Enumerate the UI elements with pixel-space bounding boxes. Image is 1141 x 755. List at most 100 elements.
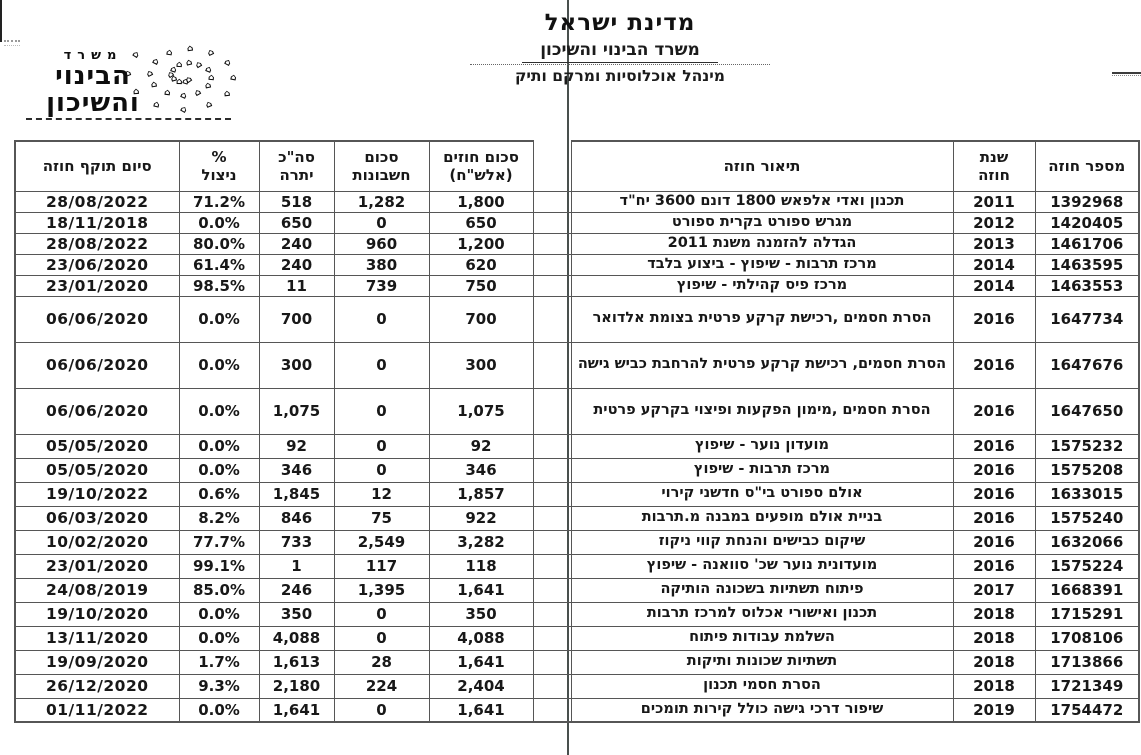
cell-amount: 620	[428, 253, 534, 276]
cell-contract-number: 1647650	[1034, 387, 1140, 435]
table-row: 1647650 2016 הסרת חסמים ,מימון הפקעות ופיצ…	[14, 387, 1140, 435]
cell-contract-number: 1575224	[1034, 553, 1140, 579]
cell-accounts: 1,282	[333, 190, 430, 213]
header-amount: סכום חוזים (אלש"ח)	[428, 140, 534, 192]
cell-amount: 4,088	[428, 625, 534, 651]
cell-end-date: 19/09/2020	[14, 649, 180, 675]
cell-amount: 650	[428, 211, 534, 234]
cell-contract-year: 2016	[952, 457, 1036, 483]
ministry-name: משרד הבינוי והשיכון	[522, 40, 718, 63]
cell-amount: 92	[428, 433, 534, 459]
table-row: 1668391 2017 פיתוח תשתיות בשכונה הותיקה 1,6…	[14, 577, 1140, 603]
cell-utilization: 0.0%	[178, 601, 260, 627]
cell-balance: 92	[258, 433, 335, 459]
cell-utilization: 0.6%	[178, 481, 260, 507]
cell-accounts: 0	[333, 295, 430, 343]
cell-balance: 350	[258, 601, 335, 627]
cell-end-date: 06/03/2020	[14, 505, 180, 531]
cell-contract-number: 1668391	[1034, 577, 1140, 603]
cell-description: הסרת חסמים ,מימון הפקעות ופיצוי בקרקע פר…	[570, 387, 954, 435]
cell-contract-year: 2018	[952, 625, 1036, 651]
cell-accounts: 0	[333, 601, 430, 627]
cell-end-date: 23/06/2020	[14, 253, 180, 276]
cell-description: מועדונית נוער שכ' סוואנה - שיפוץ	[570, 553, 954, 579]
cell-contract-number: 1647676	[1034, 341, 1140, 389]
cell-balance: 1	[258, 553, 335, 579]
cell-spacer	[533, 457, 571, 483]
cell-utilization: 0.0%	[178, 625, 260, 651]
cell-contract-year: 2019	[952, 697, 1036, 723]
cell-spacer	[533, 387, 571, 435]
cell-description: מועדון נוער - שיפוץ	[570, 433, 954, 459]
cell-contract-number: 1708106	[1034, 625, 1140, 651]
cell-end-date: 05/05/2020	[14, 457, 180, 483]
cell-utilization: 0.0%	[178, 211, 260, 234]
cell-end-date: 18/11/2018	[14, 211, 180, 234]
table-row: 1754472 2019 שיפור דרכי גישה כולל קירות תו…	[14, 697, 1140, 723]
cell-balance: 1,641	[258, 697, 335, 723]
cell-contract-number: 1715291	[1034, 601, 1140, 627]
cell-description: בניית אולם מופעים במבנה מ.תרבות	[570, 505, 954, 531]
table-row: 1461706 2013 הגדלה להזמנה משנת 2011 1,200 96…	[14, 232, 1140, 255]
logo-word-vehashikun: והשיכון	[46, 87, 140, 118]
cell-end-date: 24/08/2019	[14, 577, 180, 603]
cell-spacer	[533, 295, 571, 343]
cell-contract-year: 2018	[952, 649, 1036, 675]
cell-description: תכנון ואישורי אכלוס למרכז תרבות	[570, 601, 954, 627]
cell-spacer	[533, 577, 571, 603]
cell-accounts: 380	[333, 253, 430, 276]
cell-balance: 650	[258, 211, 335, 234]
cell-contract-year: 2016	[952, 387, 1036, 435]
house-icon: ⌂	[177, 103, 189, 116]
cell-end-date: 06/06/2020	[14, 295, 180, 343]
cell-spacer	[533, 505, 571, 531]
cell-accounts: 739	[333, 274, 430, 297]
cell-spacer	[533, 481, 571, 507]
cell-contract-year: 2012	[952, 211, 1036, 234]
table-row: 1463595 2014 מרכז תרבות - שיפוץ - ביצוע בל…	[14, 253, 1140, 276]
house-icon: ⌂	[184, 57, 194, 69]
cell-accounts: 2,549	[333, 529, 430, 555]
cell-end-date: 06/06/2020	[14, 387, 180, 435]
cell-amount: 1,857	[428, 481, 534, 507]
house-icon: ⌂	[175, 59, 183, 71]
cell-description: מרכז תרבות - שיפוץ - ביצוע בלבד	[570, 253, 954, 276]
cell-contract-year: 2014	[952, 253, 1036, 276]
cell-description: מרכז פיס קהילתי - שיפוץ	[570, 274, 954, 297]
cell-balance: 2,180	[258, 673, 335, 699]
cell-accounts: 0	[333, 625, 430, 651]
cell-accounts: 28	[333, 649, 430, 675]
cell-balance: 11	[258, 274, 335, 297]
cell-accounts: 960	[333, 232, 430, 255]
ministry-logo-text: משרד הבינוי והשיכון	[38, 48, 148, 116]
header-description: תיאור חוזה	[570, 140, 954, 192]
cell-contract-year: 2016	[952, 505, 1036, 531]
cell-description: השלמת עבודות פיתוח	[570, 625, 954, 651]
house-icon: ⌂	[192, 87, 203, 100]
table-row: 1420405 2012 מגרש ספורט בקרית ספורט 650 0 650…	[14, 211, 1140, 234]
cell-utilization: 0.0%	[178, 457, 260, 483]
cell-balance: 240	[258, 253, 335, 276]
cell-spacer	[533, 274, 571, 297]
cell-balance: 246	[258, 577, 335, 603]
header-row: מספר חוזה שנת חוזה תיאור חוזה סכום חוזים…	[14, 140, 1140, 192]
cell-spacer	[533, 341, 571, 389]
header-contract-year: שנת חוזה	[952, 140, 1036, 192]
cell-spacer	[533, 529, 571, 555]
letterhead-rule	[470, 64, 770, 65]
cell-end-date: 26/12/2020	[14, 673, 180, 699]
logo-word-habinui: הבינוי	[55, 61, 131, 91]
cell-accounts: 0	[333, 457, 430, 483]
cell-description: אולם ספורט בי"ס חדשני קירוי	[570, 481, 954, 507]
scan-artifact-dots	[4, 40, 20, 46]
cell-end-date: 13/11/2020	[14, 625, 180, 651]
table-row: 1715291 2018 תכנון ואישורי אכלוס למרכז תרב…	[14, 601, 1140, 627]
page-title: מדינת ישראל	[544, 10, 696, 36]
cell-amount: 1,641	[428, 697, 534, 723]
table-row: 1647676 2016 הסרת חסמים, רכישת קרקע פרטית …	[14, 341, 1140, 389]
cell-contract-number: 1575240	[1034, 505, 1140, 531]
cell-description: מרכז תרבות - שיפוץ	[570, 457, 954, 483]
cell-spacer	[533, 625, 571, 651]
cell-accounts: 0	[333, 211, 430, 234]
cell-amount: 1,800	[428, 190, 534, 213]
